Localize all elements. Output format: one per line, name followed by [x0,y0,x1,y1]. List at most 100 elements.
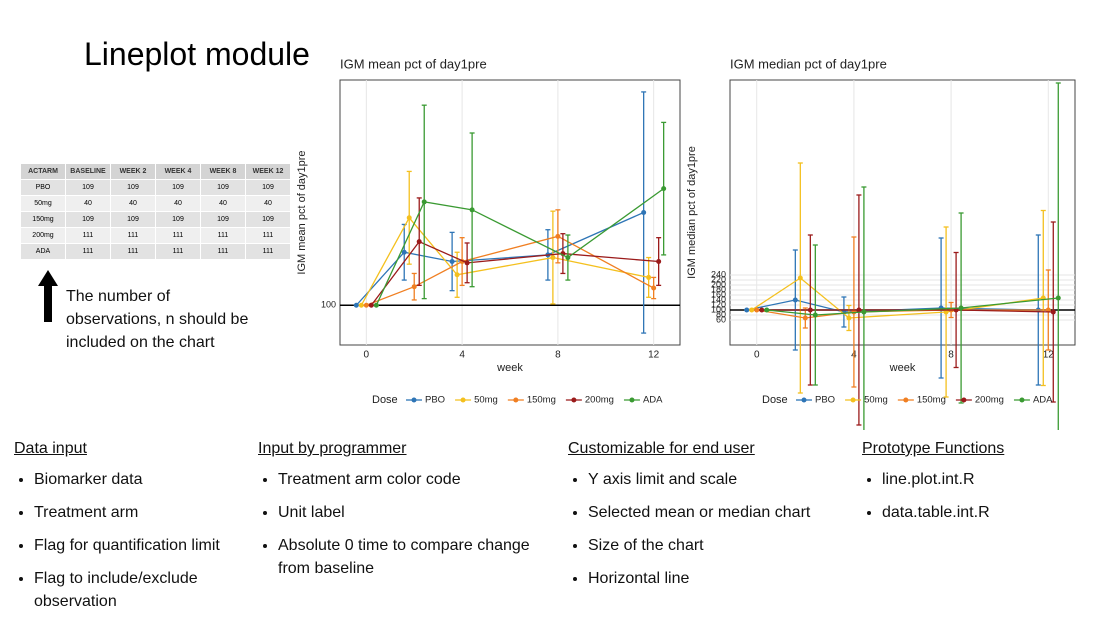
legend-label: ADA [643,395,663,406]
y-tick-label: 240 [711,269,726,279]
bullet-item: Y axis limit and scale [588,468,848,491]
point [651,285,657,291]
point [449,259,455,265]
point [416,239,422,245]
section: Customizable for end user Y axis limit an… [568,440,848,600]
y-tick-label: 80 [716,309,726,319]
point [958,305,964,311]
table-cell: 111 [155,243,201,260]
legend-label: 50mg [864,395,888,406]
table-header-row: ACTARM BASELINE WEEK 2 WEEK 4 WEEK 8 WEEK 12 [20,163,291,180]
table-cell: 109 [155,211,201,228]
point [373,302,379,308]
point [812,312,818,318]
legend-label: 200mg [585,395,614,406]
legend-title: Dose [372,394,398,406]
y-tick-label: 220 [711,274,726,284]
point [764,307,770,313]
bullet-item: Absolute 0 time to compare change from b… [278,534,558,580]
legend-dot [571,397,577,403]
table-row: 150mg 109 109 109 109 109 [20,211,291,228]
table-cell: 109 [200,179,246,196]
point [641,210,647,215]
table-cell: 109 [65,179,111,196]
bullet-item: data.table.int.R [882,501,1082,524]
table-row: 50mg 40 40 40 40 40 [20,195,291,212]
point [363,302,369,308]
section-heading: Input by programmer [258,440,407,457]
x-axis-label: week [496,362,523,374]
table-cell: PBO [20,179,66,196]
legend-dot [1019,397,1025,403]
x-tick-label: 12 [648,350,660,361]
x-tick-label: 0 [754,350,760,361]
legend-dot [513,397,519,403]
legend-label: 200mg [975,395,1004,406]
chart-title: IGM median pct of day1pre [730,56,887,71]
point [856,307,862,313]
table-cell: 109 [110,179,156,196]
table-cell: 40 [110,195,156,212]
legend-dot [460,397,466,403]
point [555,233,561,239]
y-tick-label: 120 [711,299,726,309]
bullet-list: Y axis limit and scale Selected mean or m… [568,468,848,590]
y-tick-label: 160 [711,289,726,299]
table-cell: 111 [245,227,291,244]
bullet-item: Treatment arm [34,501,254,524]
point [807,307,813,313]
y-axis-label: IGM mean pct of day1pre [296,150,308,274]
charts: IGM mean pct of day1pre 100 0 4 8 12 week IGM m… [296,56,1076,430]
point [744,307,750,313]
point [1050,309,1056,315]
point [454,272,460,278]
point [550,255,556,261]
legend-label: PBO [425,395,445,406]
section: Data input Biomarker data Treatment arm Fla… [14,440,254,623]
legend-label: ADA [1033,395,1053,406]
table-cell: 111 [200,227,246,244]
section-heading: Prototype Functions [862,440,1005,457]
bullet-list: Biomarker data Treatment arm Flag for quan… [14,468,254,613]
legend-dot [903,397,909,403]
table-cell: 111 [65,227,111,244]
table-cell: 111 [245,243,291,260]
point [846,315,852,321]
bullet-list: Treatment arm color code Unit label Absolu… [258,468,558,580]
bullet-item: Unit label [278,501,558,524]
legend-dot [411,397,417,403]
y-tick-label: 60 [716,314,726,324]
point [661,186,667,192]
x-tick-label: 0 [364,350,370,361]
table-cell: 109 [200,211,246,228]
y-tick-label: 100 [321,300,336,310]
legend-label: 50mg [474,395,498,406]
table-cell: 40 [200,195,246,212]
legend-label: 150mg [527,395,556,406]
table-cell: 50mg [20,195,66,212]
table-row: ADA 111 111 111 111 111 [20,243,291,260]
header-cell: WEEK 8 [200,163,246,180]
point [792,297,798,303]
table-cell: 111 [65,243,111,260]
section-heading: Customizable for end user [568,440,755,457]
table-cell: 111 [110,227,156,244]
table-cell: 111 [110,243,156,260]
point [406,215,412,221]
up-arrow [38,270,58,322]
point [861,309,867,315]
y-tick-label: 180 [711,284,726,294]
point [656,259,662,265]
point [353,302,359,308]
point [749,307,755,313]
bullet-item: Flag to include/exclude observation [34,567,254,613]
note: The number of observations, n should be … [66,288,249,351]
table-cell: ADA [20,243,66,260]
point [411,284,417,290]
x-tick-label: 8 [555,350,561,361]
x-axis-label: week [889,362,916,374]
table-cell: 109 [245,211,291,228]
bullet-item: Selected mean or median chart [588,501,848,524]
x-tick-label: 12 [1043,350,1055,361]
